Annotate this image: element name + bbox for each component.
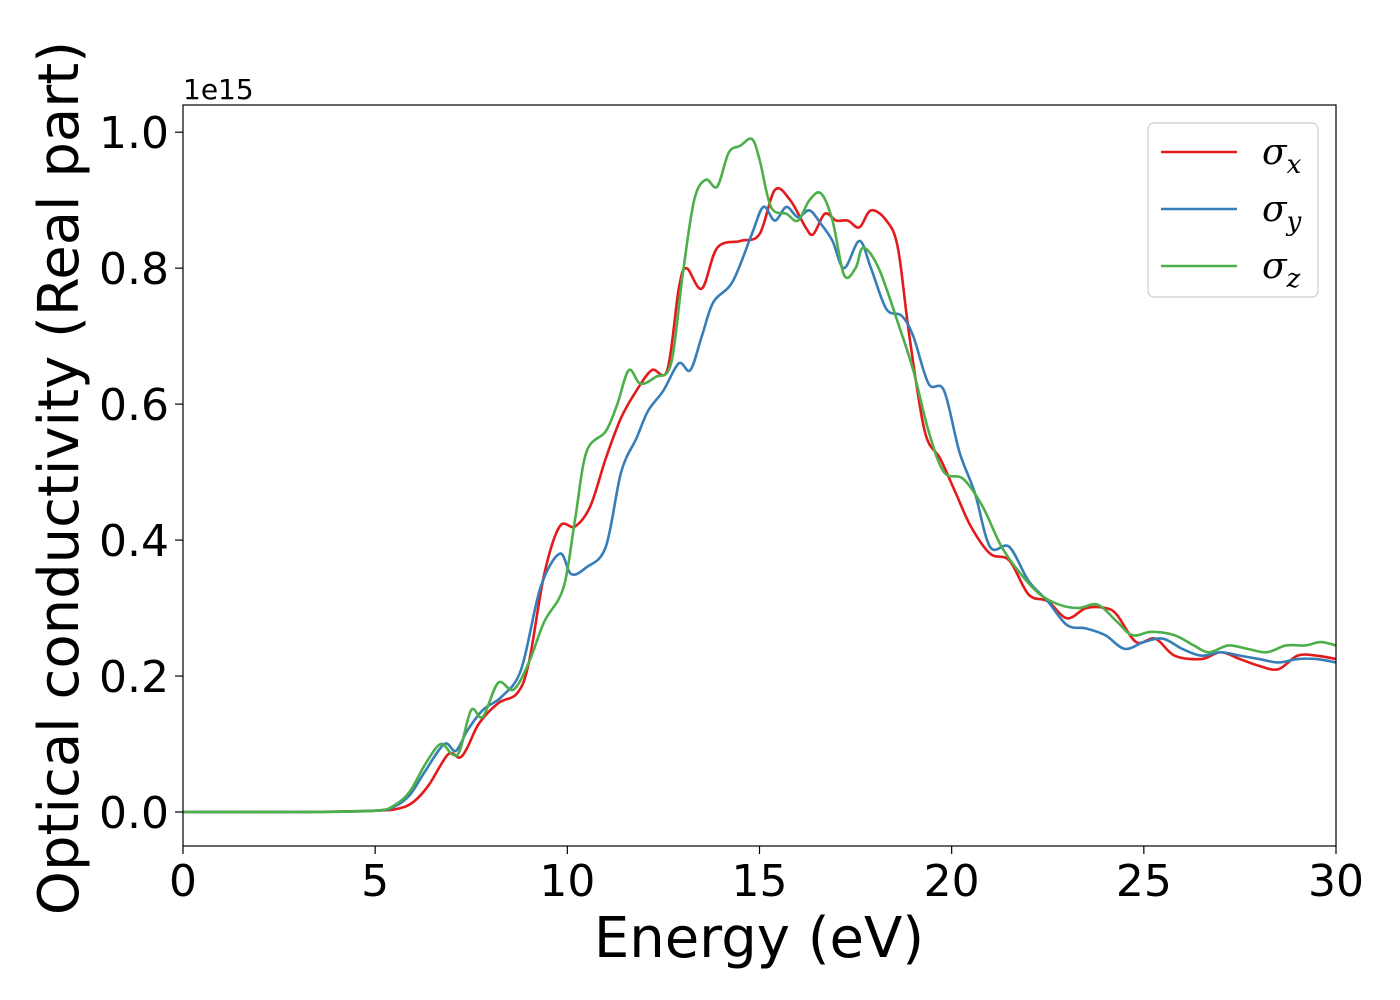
x-tick-label: 15	[732, 856, 788, 907]
y-tick-label: 1.0	[99, 108, 169, 159]
legend: σx σy σz	[1147, 122, 1319, 298]
x-axis: 0 5 10 15 20 25 30	[169, 846, 1364, 907]
y-tick-label: 0.6	[99, 380, 169, 431]
y-axis: 0.0 0.2 0.4 0.6 0.8 1.0	[99, 108, 183, 839]
x-axis-label: Energy (eV)	[594, 906, 924, 971]
x-tick-label: 5	[361, 856, 389, 907]
series-line-sigma-y	[183, 205, 1336, 814]
x-tick-label: 20	[924, 856, 980, 907]
y-tick-label: 0.8	[99, 244, 169, 295]
series-line-sigma-z	[183, 137, 1336, 814]
x-tick-label: 0	[169, 856, 197, 907]
legend-label-sigma-y: σy	[1262, 189, 1302, 237]
x-tick-label: 10	[539, 856, 595, 907]
series-line-sigma-x	[183, 187, 1336, 814]
y-offset-label: 1e15	[183, 73, 254, 106]
x-tick-label: 25	[1116, 856, 1172, 907]
legend-label-sigma-z: σz	[1262, 246, 1301, 294]
y-tick-label: 0.0	[99, 788, 169, 839]
y-axis-label: Optical conductivity (Real part)	[27, 41, 92, 915]
series-lines	[183, 137, 1336, 814]
y-tick-label: 0.4	[99, 516, 169, 567]
y-tick-label: 0.2	[99, 652, 169, 703]
legend-label-sigma-x: σx	[1262, 132, 1302, 180]
x-tick-label: 30	[1308, 856, 1364, 907]
